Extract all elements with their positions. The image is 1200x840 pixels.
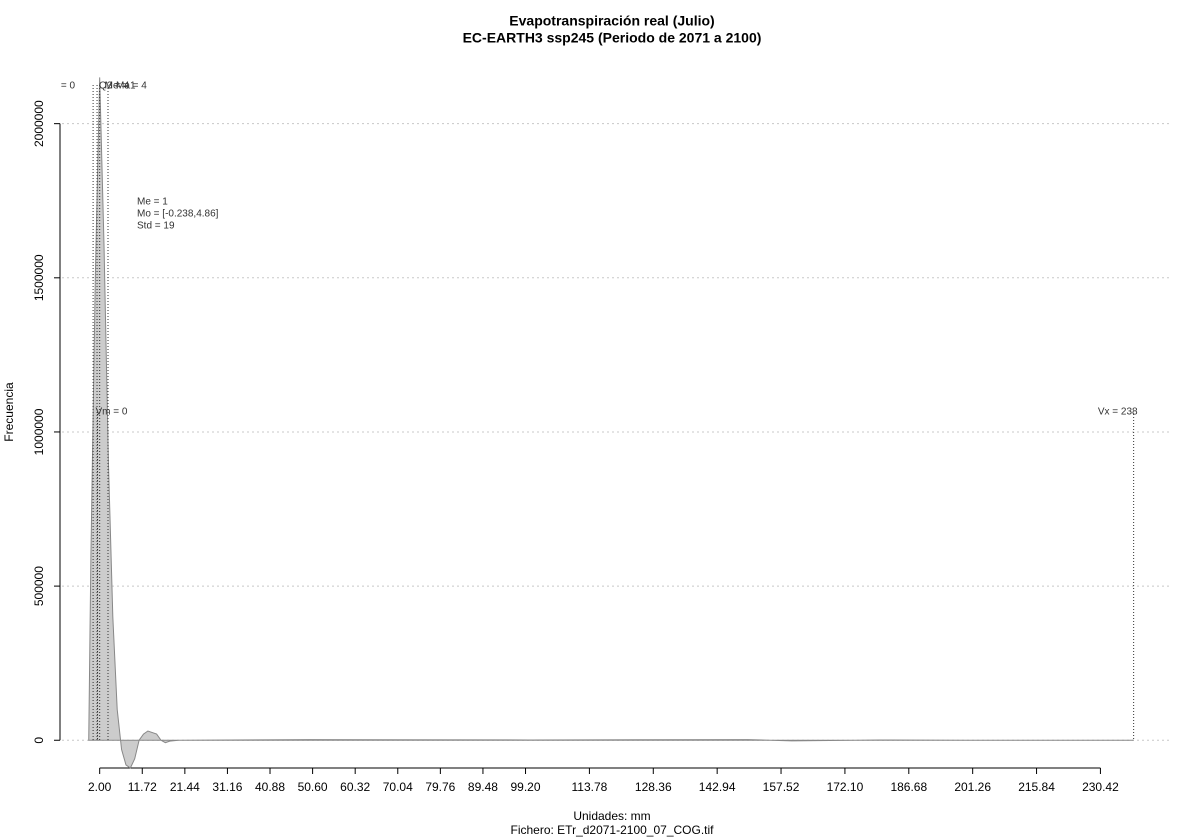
caption: Fichero: ETr_d2071-2100_07_COG.tif [511, 823, 715, 837]
range-marker-label: Vm = 0 [95, 407, 127, 418]
stat-label: Me = 1 [137, 197, 168, 208]
range-marker-label: Vx = 238 [1098, 407, 1138, 418]
chart-title: Evapotranspiración real (Julio) [509, 13, 714, 29]
x-tick-label: 40.88 [255, 780, 285, 794]
marker-label: Ma = 4 [116, 81, 147, 92]
x-tick-label: 11.72 [128, 780, 157, 794]
x-tick-label: 79.76 [425, 780, 455, 794]
x-tick-label: 89.48 [468, 780, 498, 794]
x-tick-label: 186.68 [890, 780, 927, 794]
x-tick-label: 215.84 [1018, 780, 1055, 794]
y-tick-label: 1500000 [32, 254, 46, 301]
x-tick-label: 172.10 [827, 780, 864, 794]
x-tick-label: 142.94 [699, 780, 736, 794]
marker-label: = 0 [61, 81, 76, 92]
y-tick-label: 1000000 [32, 408, 46, 455]
x-tick-label: 201.26 [954, 780, 991, 794]
y-tick-label: 2000000 [32, 100, 46, 147]
chart-subtitle: EC-EARTH3 ssp245 (Periodo de 2071 a 2100… [463, 30, 762, 46]
marker-label: Q3 = 4 [99, 81, 130, 92]
stat-label: Mo = [-0.238,4.86] [137, 209, 219, 220]
x-axis-label: Unidades: mm [573, 809, 650, 823]
x-tick-label: 31.16 [212, 780, 242, 794]
y-tick-label: 0 [32, 737, 46, 744]
y-axis-label: Frecuencia [2, 382, 16, 442]
marker-label: Me = 1 [105, 81, 136, 92]
stat-label: Std = 19 [137, 221, 175, 232]
x-tick-label: 50.60 [298, 780, 328, 794]
x-tick-label: 2.00 [88, 780, 112, 794]
density-area [88, 77, 1134, 769]
x-tick-label: 230.42 [1082, 780, 1119, 794]
x-tick-label: 99.20 [511, 780, 541, 794]
x-tick-label: 60.32 [340, 780, 370, 794]
x-tick-label: 21.44 [170, 780, 200, 794]
x-tick-label: 157.52 [763, 780, 800, 794]
y-tick-label: 500000 [32, 566, 46, 606]
x-tick-label: 128.36 [635, 780, 672, 794]
x-tick-label: 70.04 [383, 780, 413, 794]
x-tick-label: 113.78 [572, 780, 608, 794]
